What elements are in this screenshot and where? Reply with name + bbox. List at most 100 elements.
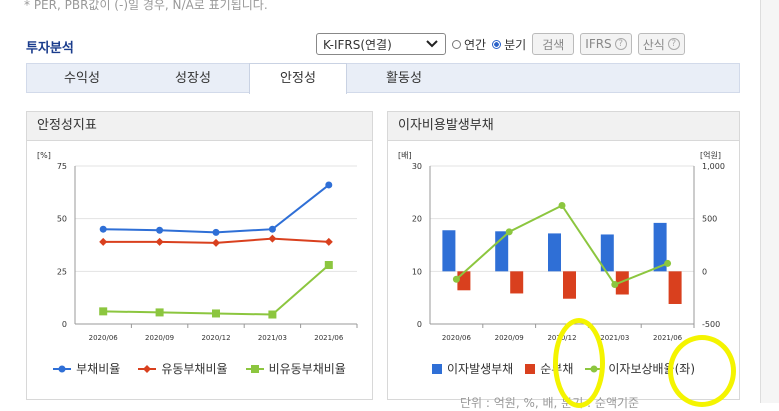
ifrs-button-label: IFRS (585, 37, 612, 51)
search-button[interactable]: 검색 (532, 33, 575, 55)
x-tick-label: 2021/06 (653, 334, 683, 342)
y-tick-label: 50 (57, 215, 67, 224)
y2-tick-label: -500 (702, 320, 720, 329)
x-tick-label: 2021/03 (258, 334, 287, 342)
y-axis-unit: [%] (37, 151, 51, 160)
square-swatch-icon (431, 363, 442, 374)
bar (653, 222, 667, 272)
radio-quarter[interactable]: 분기 (492, 36, 526, 53)
accounting-standard-select[interactable]: K-IFRS(연결) (316, 33, 446, 55)
legend-item[interactable]: 비유동부채비율 (245, 360, 346, 377)
y-axis-unit: [배] (398, 151, 412, 160)
series-line (103, 184, 330, 234)
tab-stability[interactable]: 안정성 (249, 63, 347, 94)
data-point (99, 307, 108, 316)
y2-tick-label: 500 (702, 215, 717, 224)
legend-label: 유동부채비율 (161, 362, 228, 376)
data-point (99, 225, 107, 233)
y-tick-label: 30 (412, 162, 422, 171)
legend-item[interactable]: 부채비율 (53, 360, 120, 377)
x-tick-label: 2020/09 (145, 334, 174, 342)
stability-line-chart: [%] 0 25 50 75 2020/06 2020/09 2020/12 2021/03 20… (37, 151, 358, 342)
panel-title: 안정성지표 (27, 112, 372, 141)
tab-profitability[interactable]: 수익성 (64, 71, 100, 86)
y-tick-label: 0 (62, 320, 67, 329)
square-swatch-icon (525, 363, 536, 374)
x-tick-label: 2020/09 (495, 334, 524, 342)
formula-button-label: 산식 (642, 37, 665, 52)
data-point (324, 237, 333, 246)
data-point (268, 225, 276, 233)
data-point (268, 234, 277, 243)
bar (442, 230, 456, 272)
help-icon: ? (667, 38, 680, 50)
x-tick-label: 2020/06 (442, 334, 472, 342)
bar (563, 271, 576, 299)
formula-button[interactable]: 산식? (637, 33, 685, 55)
highlight-mark (668, 335, 736, 407)
data-point (558, 202, 566, 209)
data-point (99, 237, 108, 246)
legend-label: 이자발생부채 (446, 362, 514, 376)
search-button-label: 검색 (542, 37, 565, 52)
y-tick-label: 0 (417, 320, 422, 329)
legend-label: 비유동부채비율 (268, 362, 346, 376)
data-point (611, 281, 619, 288)
legend-item[interactable]: 유동부채비율 (138, 360, 228, 377)
bar (668, 271, 682, 304)
analysis-tabs: 수익성 성장성 안정성 활동성 (26, 63, 740, 94)
chart-legend: 부채비율 유동부채비율 비유동부채비율 (27, 360, 372, 377)
help-icon: ? (614, 38, 627, 50)
y2-tick-label: 1,000 (702, 162, 725, 171)
y-tick-label: 75 (57, 162, 67, 171)
interest-debt-chart: [배] [억원] 0 10 20 30 -500 0 500 1,000 2020/06 2020/0… (398, 150, 725, 342)
x-tick-label: 2020/06 (89, 334, 119, 342)
x-tick-label: 2020/12 (201, 334, 230, 342)
radio-annual-label: 연간 (464, 37, 487, 52)
series-line (103, 264, 330, 316)
legend-label: 부채비율 (76, 362, 121, 376)
circle-marker-icon (53, 365, 72, 372)
y-tick-label: 10 (412, 267, 422, 276)
data-point (324, 261, 333, 270)
data-point (212, 238, 220, 247)
series-line (455, 204, 668, 286)
per-pbr-note: * PER, PBR값이 (-)일 경우, N/A로 표기됩니다. (24, 0, 268, 12)
stability-panel: 안정성지표 [%] 0 25 50 75 2020/06 2020/09 2020/12 202… (26, 111, 373, 400)
bar (615, 271, 629, 295)
bar (548, 233, 561, 272)
diamond-marker-icon (138, 364, 157, 373)
radio-selected-icon (492, 39, 502, 49)
x-tick-label: 2021/06 (314, 334, 344, 342)
data-point (156, 226, 164, 234)
y2-tick-label: 0 (702, 267, 707, 276)
radio-circle-icon (452, 39, 461, 49)
bar (510, 271, 524, 294)
data-point (664, 259, 672, 267)
chevron-down-icon (426, 40, 438, 48)
page-title: 투자분석 (26, 41, 74, 56)
data-point (212, 309, 220, 318)
y-tick-label: 25 (57, 267, 67, 276)
bar (600, 234, 614, 272)
filter-controls: K-IFRS(연결) 연간 분기 검색 IFRS? 산식? (316, 32, 685, 56)
data-point (155, 237, 164, 246)
data-point (505, 228, 513, 236)
x-tick-label: 2021/03 (600, 334, 629, 342)
data-point (268, 310, 277, 319)
data-point (452, 275, 460, 283)
tab-growth[interactable]: 성장성 (175, 71, 211, 86)
y-tick-label: 20 (412, 215, 422, 224)
radio-quarter-label: 분기 (504, 37, 527, 52)
ifrs-button[interactable]: IFRS? (580, 33, 632, 55)
legend-item[interactable]: 이자발생부채 (431, 360, 514, 377)
select-value: K-IFRS(연결) (323, 37, 392, 52)
y2-axis-unit: [억원] (700, 150, 721, 160)
panel-title: 이자비용발생부채 (388, 112, 739, 141)
radio-annual[interactable]: 연간 (452, 36, 486, 53)
data-point (212, 228, 220, 236)
data-point (325, 181, 333, 189)
tab-activity[interactable]: 활동성 (386, 71, 422, 86)
side-panel-edge (760, 0, 779, 403)
highlight-mark (553, 318, 605, 408)
